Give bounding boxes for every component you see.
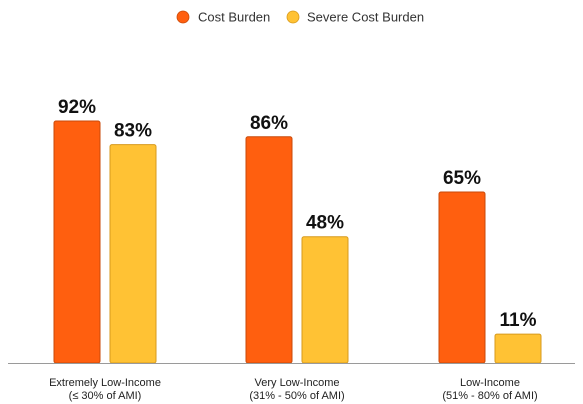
data-label: 48%: [306, 213, 344, 234]
data-label: 86%: [250, 113, 288, 134]
category-label: Very Low-Income: [255, 377, 340, 389]
legend-item-1: Cost Burden: [176, 10, 270, 25]
bar: [301, 236, 349, 364]
legend-swatch: [286, 10, 300, 24]
category-label: (51% - 80% of AMI): [442, 390, 537, 402]
legend-label: Severe Cost Burden: [307, 10, 424, 25]
category-label: Extremely Low-Income: [49, 377, 161, 389]
legend-swatch: [176, 10, 190, 24]
data-label: 11%: [500, 310, 537, 331]
bar: [53, 120, 101, 364]
data-label: 65%: [443, 168, 481, 189]
data-label: 83%: [114, 121, 152, 142]
legend-item-2: Severe Cost Burden: [286, 10, 424, 25]
bar: [438, 191, 486, 364]
bar-group-1: 92% 83%: [53, 97, 157, 364]
category-label: (≤ 30% of AMI): [69, 390, 142, 402]
bar: [109, 144, 157, 364]
bar: [494, 333, 542, 364]
category-label: Low-Income: [460, 377, 520, 389]
category-label: (31% - 50% of AMI): [249, 390, 344, 402]
data-label: 92%: [58, 97, 96, 118]
bar-group-2: 86% 48%: [245, 113, 349, 364]
legend-label: Cost Burden: [198, 10, 270, 25]
bar-group-3: 65% 11%: [438, 168, 542, 364]
bar: [245, 136, 293, 364]
